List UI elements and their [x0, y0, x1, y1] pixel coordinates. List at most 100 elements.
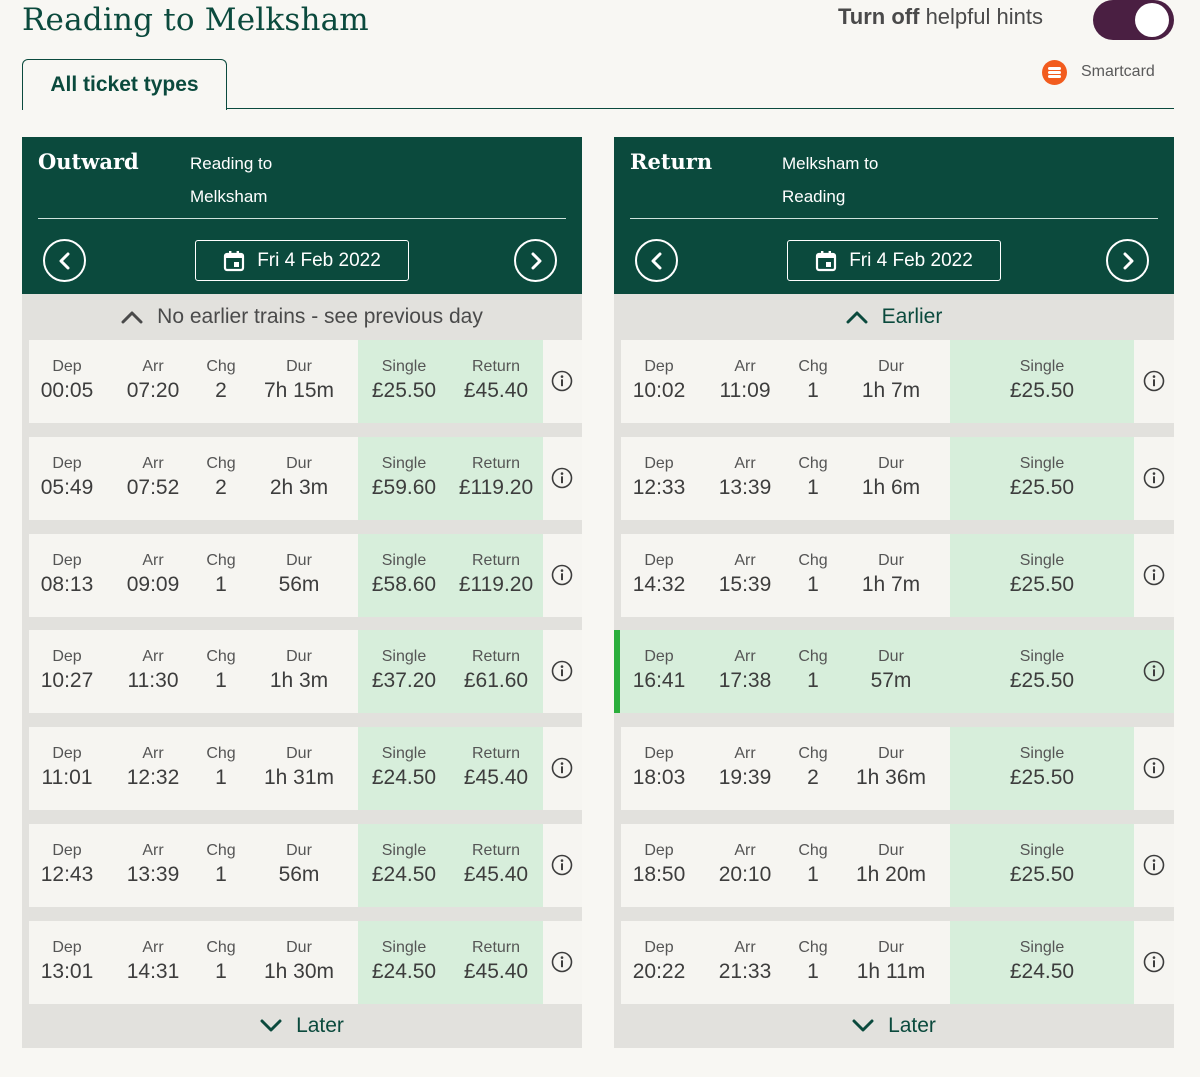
journey-row[interactable]: Dep 10:02 Arr 11:09 Chg 1 Dur 1h 7m Single £25.50 — [621, 340, 1174, 423]
changes-value: 1 — [807, 863, 819, 886]
info-icon[interactable] — [551, 854, 573, 876]
duration-label: Dur — [878, 745, 904, 762]
single-fare-label: Single — [381, 455, 427, 472]
info-icon[interactable] — [551, 564, 573, 586]
return-date-button[interactable]: Fri 4 Feb 2022 — [787, 240, 1001, 281]
single-fare-cell: Single £25.50 — [364, 357, 444, 404]
journey-row[interactable]: Dep 11:01 Arr 12:32 Chg 1 Dur 1h 31m Single £24.5… — [29, 727, 582, 810]
journey-row[interactable]: Dep 12:33 Arr 13:39 Chg 1 Dur 1h 6m Single £25.50 — [621, 437, 1174, 520]
duration-cell: Dur 1h 6m — [851, 454, 931, 501]
single-fare-value: £25.50 — [1009, 863, 1075, 886]
arrival-value: 13:39 — [718, 476, 772, 499]
arrival-label: Arr — [734, 842, 756, 859]
info-icon[interactable] — [551, 951, 573, 973]
info-icon[interactable] — [551, 757, 573, 779]
arrival-cell: Arr 09:09 — [113, 551, 193, 598]
changes-label: Chg — [206, 552, 236, 569]
departure-label: Dep — [644, 648, 674, 665]
arrival-cell: Arr 13:39 — [705, 454, 785, 501]
info-icon[interactable] — [1143, 467, 1165, 489]
changes-label: Chg — [206, 745, 236, 762]
fare-area — [950, 921, 1134, 1004]
hints-bold-text: Turn off — [838, 4, 920, 29]
journey-row[interactable]: Dep 20:22 Arr 21:33 Chg 1 Dur 1h 11m Single £24.5… — [621, 921, 1174, 1004]
duration-value: 57m — [870, 669, 912, 692]
fare-area — [950, 437, 1134, 520]
arrival-value: 09:09 — [126, 573, 180, 596]
journey-row[interactable]: Dep 13:01 Arr 14:31 Chg 1 Dur 1h 30m Single £24.5… — [29, 921, 582, 1004]
return-fare-label: Return — [471, 552, 521, 569]
tab-all-ticket-types[interactable]: All ticket types — [22, 59, 227, 110]
helpful-hints-toggle[interactable] — [1093, 0, 1174, 40]
duration-cell: Dur 56m — [259, 551, 339, 598]
smartcard-indicator: Smartcard — [1042, 59, 1155, 85]
duration-label: Dur — [878, 455, 904, 472]
outward-later-button[interactable]: Later — [22, 1004, 582, 1048]
changes-value: 1 — [215, 573, 227, 596]
return-later-button[interactable]: Later — [614, 1004, 1174, 1048]
return-route-from: Melksham to — [782, 154, 879, 173]
duration-cell: Dur 57m — [851, 647, 931, 694]
single-fare-cell: Single £24.50 — [1002, 938, 1082, 985]
arrival-cell: Arr 14:31 — [113, 938, 193, 985]
departure-value: 10:27 — [40, 669, 94, 692]
single-fare-value: £24.50 — [371, 766, 437, 789]
arrival-label: Arr — [142, 552, 164, 569]
journey-row[interactable]: Dep 18:03 Arr 19:39 Chg 2 Dur 1h 36m Single £25.5… — [621, 727, 1174, 810]
journey-row[interactable]: Dep 10:27 Arr 11:30 Chg 1 Dur 1h 3m Single £37.20… — [29, 630, 582, 713]
return-fare-value: £61.60 — [463, 669, 529, 692]
info-icon[interactable] — [1143, 854, 1165, 876]
outward-later-label: Later — [296, 1014, 344, 1037]
chevron-left-icon — [651, 252, 661, 269]
journey-row[interactable]: Dep 16:41 Arr 17:38 Chg 1 Dur 57m Single £25.50 — [614, 630, 1174, 713]
info-icon[interactable] — [1143, 951, 1165, 973]
departure-label: Dep — [644, 455, 674, 472]
outward-date-button[interactable]: Fri 4 Feb 2022 — [195, 240, 409, 281]
journey-row[interactable]: Dep 08:13 Arr 09:09 Chg 1 Dur 56m Single £58.60 Re… — [29, 534, 582, 617]
info-icon[interactable] — [1143, 564, 1165, 586]
info-icon[interactable] — [551, 660, 573, 682]
journey-row[interactable]: Dep 05:49 Arr 07:52 Chg 2 Dur 2h 3m Single £59.60… — [29, 437, 582, 520]
single-fare-label: Single — [381, 842, 427, 859]
changes-cell: Chg 1 — [773, 938, 853, 985]
arrival-value: 20:10 — [718, 863, 772, 886]
single-fare-cell: Single £24.50 — [364, 938, 444, 985]
changes-cell: Chg 2 — [181, 357, 261, 404]
return-earlier-button[interactable]: Earlier — [614, 294, 1174, 339]
return-previous-day-button[interactable] — [635, 239, 678, 282]
changes-cell: Chg 1 — [181, 647, 261, 694]
return-next-day-button[interactable] — [1106, 239, 1149, 282]
changes-label: Chg — [206, 842, 236, 859]
changes-cell: Chg 1 — [773, 454, 853, 501]
info-icon[interactable] — [1143, 757, 1165, 779]
outward-earlier-button[interactable]: No earlier trains - see previous day — [22, 294, 582, 339]
fare-area — [950, 340, 1134, 423]
outward-route-from: Reading to — [190, 154, 273, 173]
info-icon[interactable] — [551, 370, 573, 392]
single-fare-cell: Single £25.50 — [1002, 647, 1082, 694]
return-route-to: Reading — [782, 187, 846, 206]
arrival-value: 13:39 — [126, 863, 180, 886]
changes-label: Chg — [206, 648, 236, 665]
single-fare-label: Single — [381, 552, 427, 569]
outward-title: Outward — [38, 149, 139, 174]
changes-cell: Chg 1 — [181, 938, 261, 985]
journey-row[interactable]: Dep 12:43 Arr 13:39 Chg 1 Dur 56m Single £24.50 Re… — [29, 824, 582, 907]
departure-value: 18:03 — [632, 766, 686, 789]
journey-row[interactable]: Dep 00:05 Arr 07:20 Chg 2 Dur 7h 15m Single £25.5… — [29, 340, 582, 423]
outward-next-day-button[interactable] — [514, 239, 557, 282]
single-fare-value: £24.50 — [371, 863, 437, 886]
journey-row[interactable]: Dep 14:32 Arr 15:39 Chg 1 Dur 1h 7m Single £25.50 — [621, 534, 1174, 617]
duration-label: Dur — [878, 842, 904, 859]
changes-value: 1 — [215, 766, 227, 789]
info-icon[interactable] — [1143, 660, 1165, 682]
changes-cell: Chg 1 — [181, 551, 261, 598]
info-icon[interactable] — [551, 467, 573, 489]
duration-cell: Dur 1h 7m — [851, 551, 931, 598]
fare-area — [950, 727, 1134, 810]
single-fare-value: £25.50 — [1009, 476, 1075, 499]
outward-previous-day-button[interactable] — [43, 239, 86, 282]
changes-label: Chg — [206, 455, 236, 472]
journey-row[interactable]: Dep 18:50 Arr 20:10 Chg 1 Dur 1h 20m Single £25.5… — [621, 824, 1174, 907]
info-icon[interactable] — [1143, 370, 1165, 392]
